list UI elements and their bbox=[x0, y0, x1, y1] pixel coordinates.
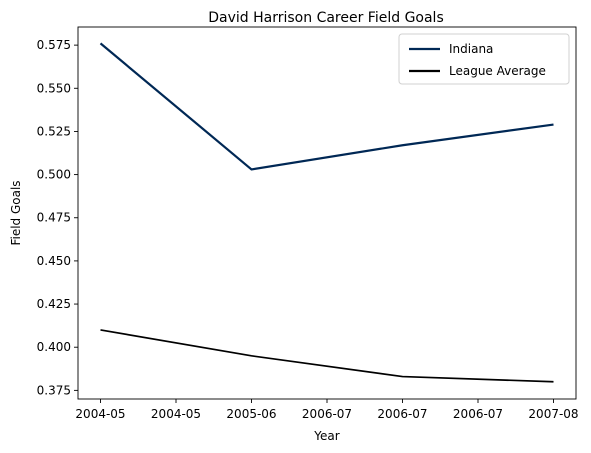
series-line-indiana bbox=[99, 42, 554, 171]
legend-label-league-average: League Average bbox=[449, 64, 546, 78]
y-tick-label: 0.575 bbox=[37, 38, 71, 52]
x-tick-label: 2004-05 bbox=[75, 407, 125, 421]
x-axis-label: Year bbox=[313, 429, 339, 443]
series-layer bbox=[99, 42, 554, 383]
x-tick-label: 2005-06 bbox=[226, 407, 276, 421]
y-tick-label: 0.425 bbox=[37, 297, 71, 311]
y-axis-label: Field Goals bbox=[9, 180, 23, 245]
plot-area: 0.375 0.400 0.425 0.450 0.475 0.500 0.525 0.550… bbox=[37, 26, 579, 421]
x-tick-label: 2007-08 bbox=[528, 407, 578, 421]
y-tick-label: 0.400 bbox=[37, 340, 71, 354]
y-tick-label: 0.450 bbox=[37, 254, 71, 268]
x-tick-label: 2006-07 bbox=[453, 407, 503, 421]
x-tick-label: 2004-05 bbox=[151, 407, 201, 421]
y-tick-label: 0.500 bbox=[37, 168, 71, 182]
legend-label-indiana: Indiana bbox=[449, 42, 493, 56]
x-tick-label: 2006-07 bbox=[377, 407, 427, 421]
x-tick-label: 2006-07 bbox=[302, 407, 352, 421]
chart-title: David Harrison Career Field Goals bbox=[208, 10, 444, 26]
y-tick-label: 0.375 bbox=[37, 383, 71, 397]
legend: Indiana League Average bbox=[398, 33, 570, 85]
y-tick-label: 0.475 bbox=[37, 211, 71, 225]
x-axis-ticks: 2004-05 2004-05 2005-06 2006-07 2006-07 2006-… bbox=[75, 399, 579, 421]
y-axis-ticks: 0.375 0.400 0.425 0.450 0.475 0.500 0.525 0.550… bbox=[37, 38, 78, 397]
y-tick-label: 0.525 bbox=[37, 124, 71, 138]
series-line-league-average bbox=[100, 329, 554, 383]
y-tick-label: 0.550 bbox=[37, 81, 71, 95]
plot-frame bbox=[77, 26, 577, 400]
legend-box bbox=[398, 33, 570, 85]
